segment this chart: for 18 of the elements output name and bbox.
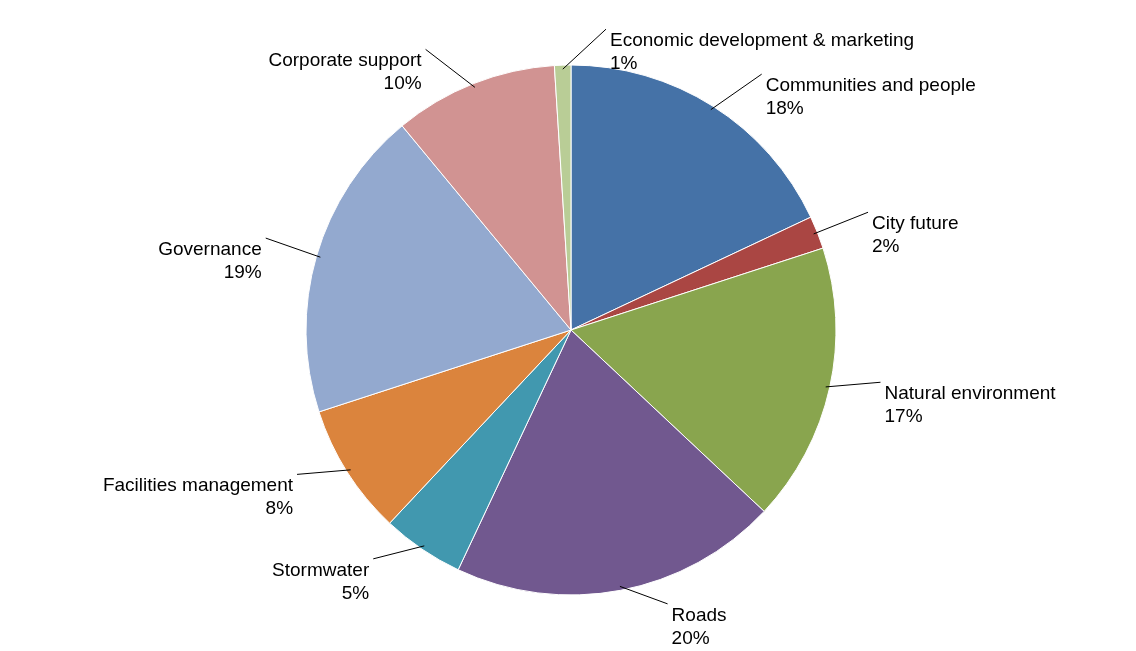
slice-label: City future — [872, 212, 959, 234]
slice-label: Communities and people — [765, 74, 976, 96]
data-label: 10% — [383, 72, 422, 94]
slice-label: Corporate support — [268, 49, 423, 71]
data-label: 20% — [671, 626, 710, 648]
slice-label: Natural environment — [884, 382, 1057, 404]
data-label: 8% — [265, 497, 294, 519]
slice-label: Economic development & marketing — [610, 29, 915, 51]
data-label: 19% — [223, 261, 262, 283]
slice-label: Stormwater — [272, 558, 370, 580]
slice-label: Governance — [158, 238, 262, 260]
data-label: 5% — [341, 581, 370, 603]
slice-label: Facilities management — [102, 474, 294, 496]
data-label: 1% — [610, 52, 638, 74]
data-label: 2% — [872, 235, 900, 257]
data-label: 18% — [765, 97, 804, 119]
data-label: 17% — [884, 405, 923, 427]
slice-label: Roads — [671, 603, 727, 625]
